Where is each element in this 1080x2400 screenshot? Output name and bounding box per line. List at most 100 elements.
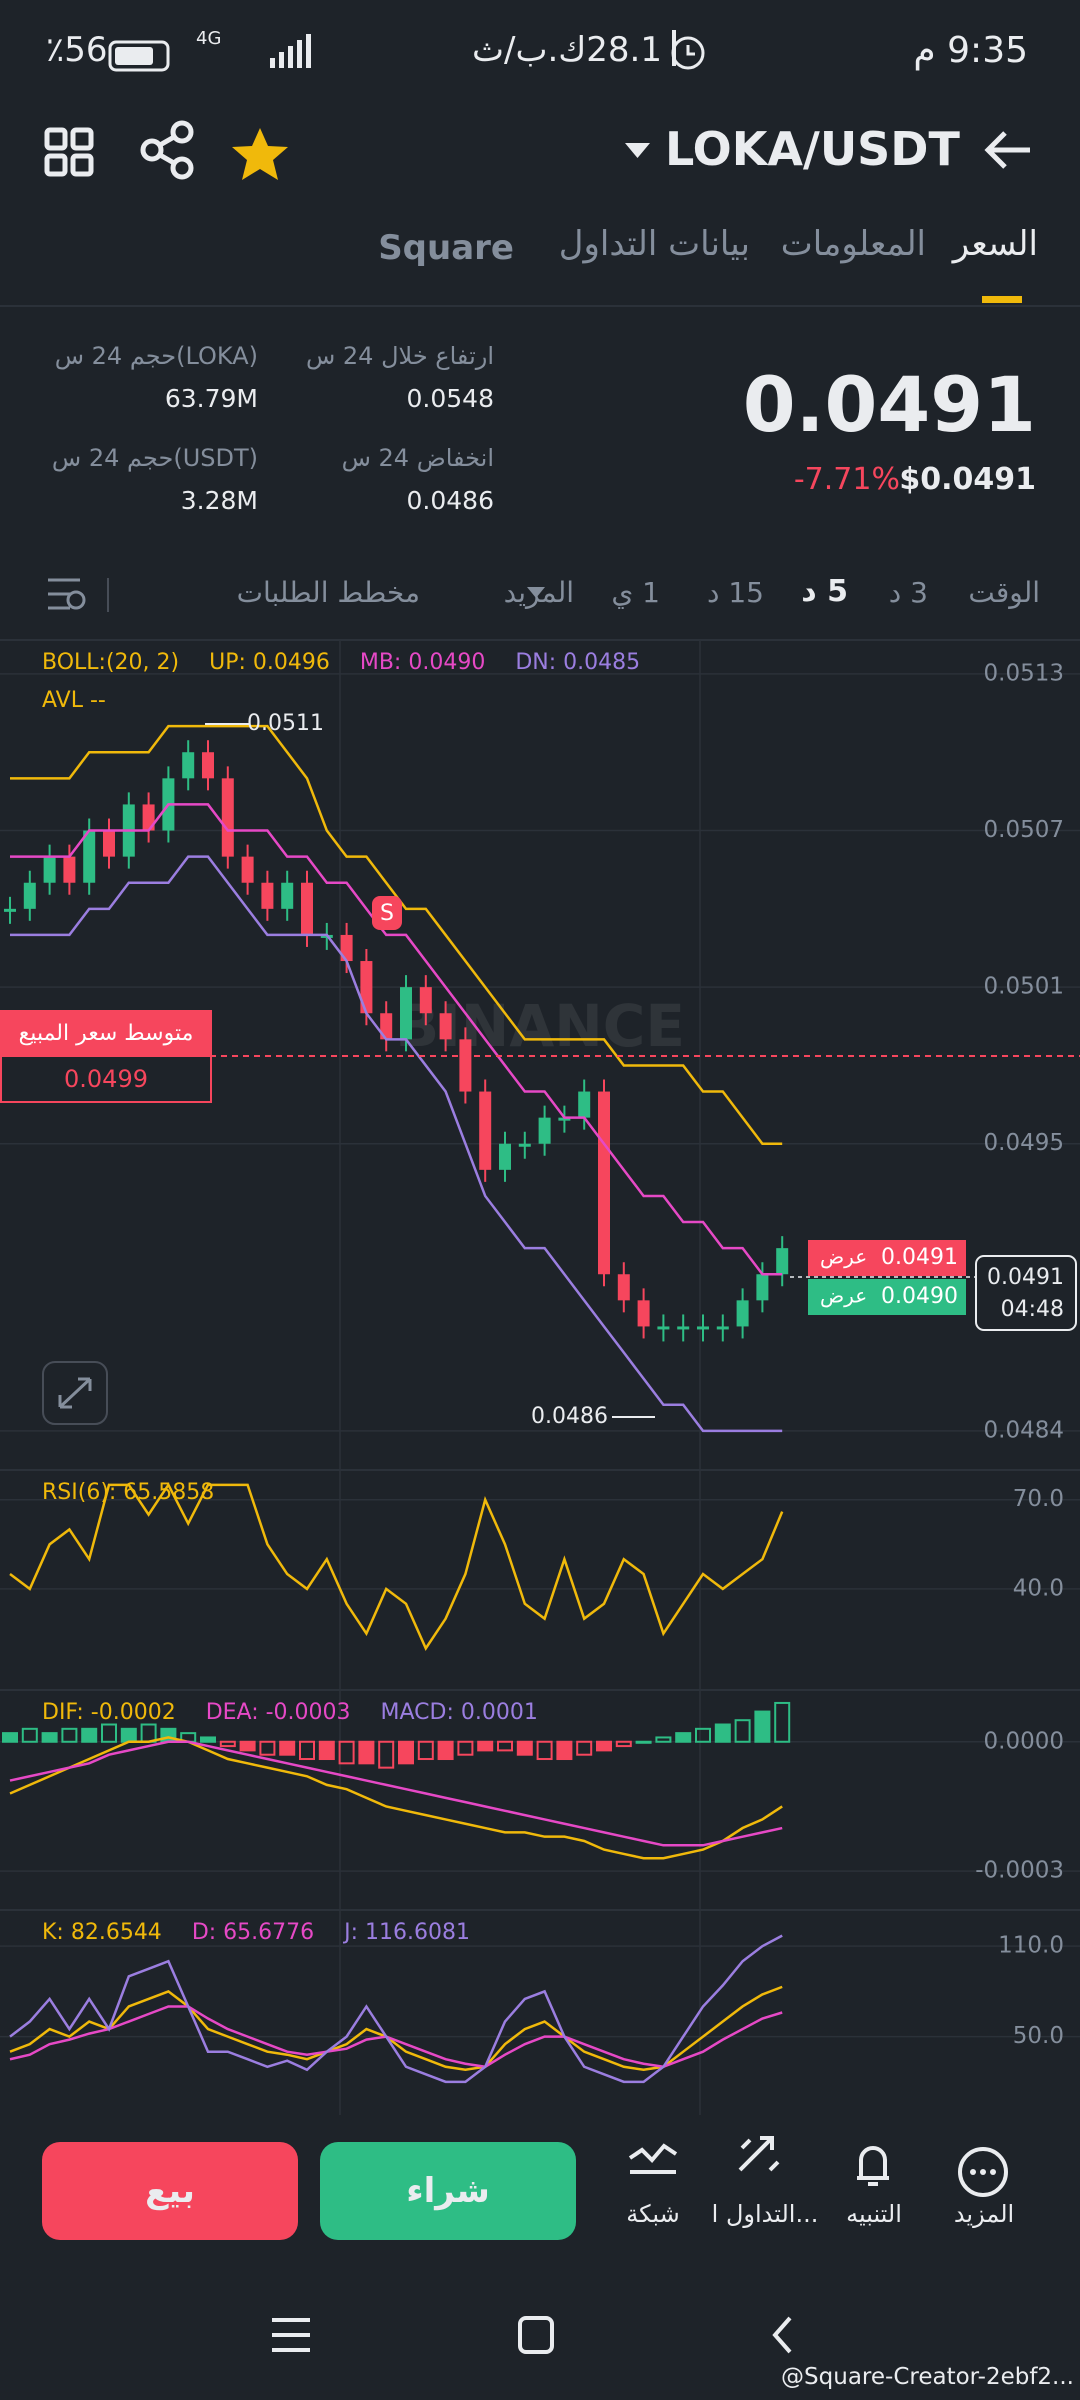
interval[interactable]: 3 د [888, 576, 928, 609]
interval[interactable]: الوقت [968, 576, 1040, 609]
action-label[interactable]: التداول ا... [711, 2200, 819, 2228]
macd-bar [219, 1740, 236, 1748]
tab[interactable]: Square [378, 228, 514, 268]
action-label[interactable]: التنبيه [846, 2200, 902, 2228]
pair-dropdown[interactable] [625, 143, 650, 158]
macd-bar [318, 1740, 335, 1761]
battery-icon [108, 40, 170, 72]
avg-box-top [0, 1010, 212, 1056]
candle [182, 752, 195, 779]
macd-bar [417, 1740, 434, 1761]
ask-box [808, 1240, 966, 1276]
settings-icon[interactable] [48, 578, 86, 610]
tab-indicator [982, 296, 1022, 303]
candle [716, 1326, 729, 1330]
macd-bar [695, 1727, 711, 1743]
macd-bar [81, 1727, 98, 1743]
system-nav[interactable] [272, 2316, 792, 2354]
bid-box [808, 1279, 966, 1315]
macd-bar [675, 1732, 692, 1743]
series-line [10, 724, 783, 1145]
macd-bar [2, 1732, 18, 1743]
signal-icon [270, 34, 311, 68]
y-tick-label: 70.0 [1013, 1486, 1064, 1512]
buy-button[interactable]: شراء [320, 2142, 576, 2240]
interval[interactable]: 1 ي [611, 576, 660, 609]
y-tick-label: 110.0 [998, 1933, 1064, 1959]
macd-bar [140, 1723, 157, 1743]
bid-value: 0.0490 [881, 1284, 958, 1309]
stat-label: حجم 24 س(LOKA) [54, 342, 258, 370]
macd-bar [774, 1701, 791, 1743]
candle [776, 1248, 789, 1275]
candle [23, 882, 36, 909]
tab[interactable]: بيانات التداول [558, 224, 750, 264]
macd-bar [497, 1740, 513, 1752]
candle [83, 830, 96, 883]
tab[interactable]: السعر [952, 224, 1038, 264]
macd-bar [378, 1740, 395, 1769]
candle [538, 1117, 551, 1144]
series-line [9, 1740, 783, 1847]
macd-bar [61, 1727, 78, 1743]
candle [598, 1091, 610, 1275]
macd-bar [437, 1740, 454, 1761]
ask-value: 0.0491 [881, 1245, 958, 1270]
interval[interactable]: المزيد [503, 576, 574, 609]
legend-item: BOLL:(20, 2) [42, 650, 179, 675]
y-tick-label: 50.0 [1013, 2023, 1064, 2049]
last-value: 0.0491 [987, 1265, 1064, 1290]
sell-button[interactable]: بيع [42, 2142, 298, 2240]
candle [578, 1091, 591, 1118]
candle [637, 1300, 650, 1327]
macd-bar [556, 1740, 573, 1761]
interval[interactable]: 15 د [706, 576, 764, 609]
action-label[interactable]: المزيد [953, 2200, 1015, 2228]
ask-label: عرض [820, 1245, 867, 1269]
candle [63, 856, 76, 883]
interval[interactable]: مخطط الطلبات [236, 576, 420, 609]
y-tick-label: 40.0 [1013, 1575, 1064, 1601]
candle [677, 1326, 690, 1330]
action-label[interactable]: شبكة [626, 2200, 680, 2228]
bid-label: عرض [820, 1284, 867, 1308]
last-price: 0.0491 [742, 360, 1036, 449]
candle [221, 778, 234, 857]
candle [756, 1274, 769, 1301]
expand-button[interactable] [42, 1361, 108, 1425]
candle [261, 882, 274, 909]
legend-item: MB: 0.0490 [360, 650, 485, 675]
macd-bar [596, 1740, 612, 1752]
interval-active[interactable]: 5 د [801, 574, 848, 609]
legend-item: DN: 0.0485 [515, 650, 640, 675]
series-line [10, 855, 783, 1433]
legend-item: J: 116.6081 [342, 1920, 470, 1945]
candle [241, 856, 254, 883]
y-tick-label: 0.0484 [984, 1417, 1064, 1443]
candle [518, 1143, 531, 1147]
more-dropdown[interactable] [527, 587, 545, 598]
speed-text: 28.1ك.ب/ث [471, 30, 662, 70]
tab[interactable]: المعلومات [780, 224, 926, 264]
y-tick-label: 0.0513 [984, 660, 1064, 686]
avg-box [0, 1055, 212, 1103]
candle [459, 1039, 472, 1092]
macd-bar [358, 1740, 375, 1765]
candle [499, 1143, 511, 1170]
pair-title[interactable]: LOKA/USDT [665, 122, 960, 176]
candle [103, 830, 115, 857]
macd-bar [239, 1740, 256, 1752]
y-tick-label: 0.0507 [984, 817, 1064, 843]
stat-value: 0.0486 [406, 486, 494, 515]
favorite-star[interactable] [232, 128, 288, 180]
series-line [10, 803, 783, 1276]
battery-text: ٪56 [46, 30, 108, 70]
candle [617, 1274, 630, 1301]
legend-item: DIF: -0.0002 [42, 1700, 176, 1725]
stat-label: حجم 24 س(USDT) [51, 444, 258, 472]
action-icons [628, 2136, 1008, 2197]
candle [43, 856, 56, 883]
macd-bar [120, 1727, 137, 1743]
candle [439, 1013, 452, 1040]
